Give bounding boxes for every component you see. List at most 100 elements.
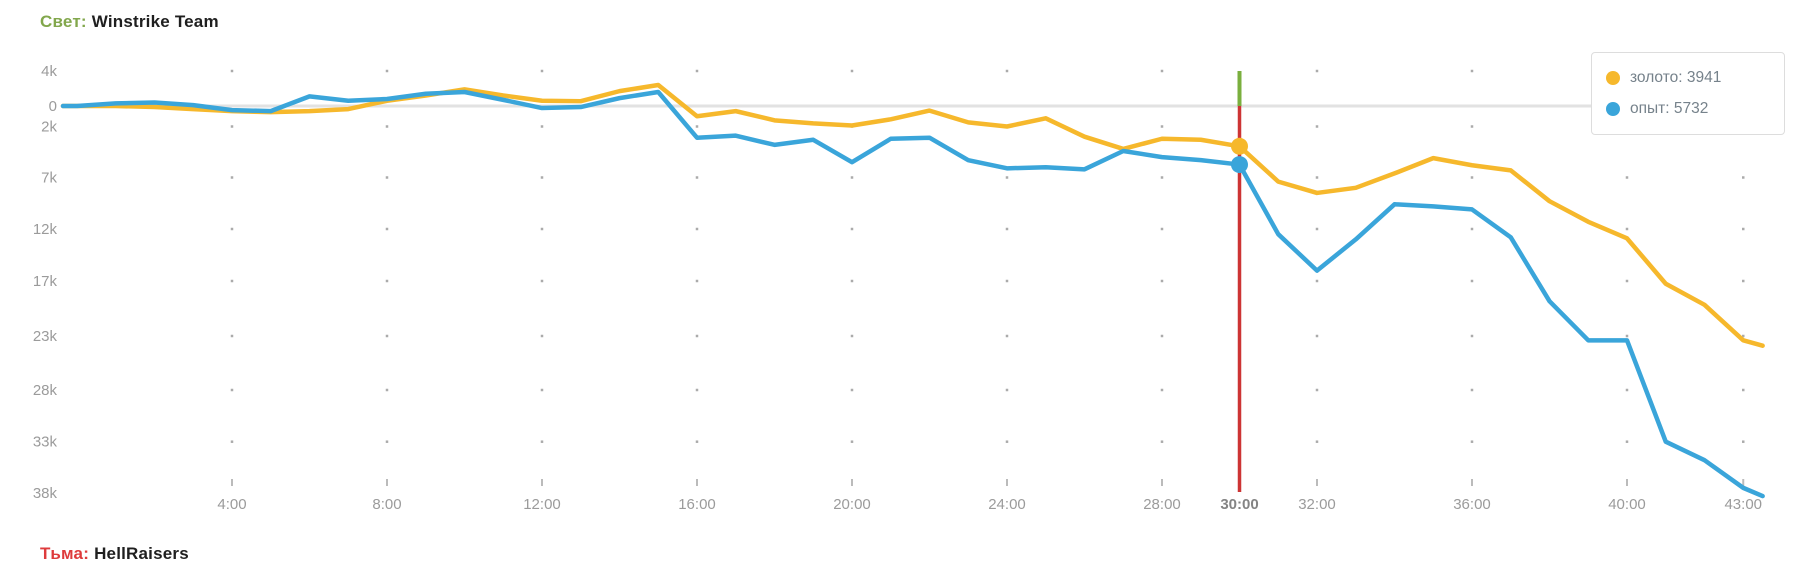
grid-dot bbox=[385, 388, 389, 392]
grid-dot bbox=[230, 279, 234, 283]
hover-tooltip: золото: 3941 опыт: 5732 bbox=[1591, 52, 1785, 135]
grid-dot bbox=[1742, 279, 1745, 283]
grid-dot bbox=[385, 334, 389, 338]
grid-dot bbox=[1625, 388, 1629, 392]
grid-dot bbox=[385, 176, 389, 179]
x-axis-label: 43:00 bbox=[1724, 496, 1762, 513]
grid-dot bbox=[850, 227, 854, 231]
x-axis-label: 16:00 bbox=[678, 496, 716, 513]
y-axis-label: 23k bbox=[33, 328, 58, 345]
tooltip-xp-row: опыт: 5732 bbox=[1606, 95, 1766, 122]
grid-dot bbox=[1742, 440, 1745, 443]
gold-series-dot-icon bbox=[1606, 70, 1620, 85]
gold-marker-dot bbox=[1231, 137, 1248, 155]
grid-dot bbox=[1625, 334, 1629, 338]
grid-dot bbox=[1470, 125, 1474, 128]
grid-dot bbox=[540, 440, 544, 443]
grid-dot bbox=[1625, 176, 1629, 179]
dire-title: Тьма: HellRaisers bbox=[40, 544, 189, 564]
x-axis-label: 4:00 bbox=[217, 496, 246, 513]
tooltip-xp-value: опыт: 5732 bbox=[1630, 99, 1709, 117]
grid-dot bbox=[540, 176, 544, 179]
grid-dot bbox=[1160, 388, 1164, 392]
grid-dot bbox=[1315, 334, 1319, 338]
grid-dot bbox=[230, 227, 234, 231]
radiant-side-label: Свет: bbox=[40, 12, 87, 31]
y-axis-label: 38k bbox=[33, 485, 58, 502]
grid-dot bbox=[1470, 176, 1474, 179]
grid-dot bbox=[1742, 334, 1745, 338]
grid-dot bbox=[1160, 279, 1164, 283]
y-axis-label: 28k bbox=[33, 382, 58, 399]
grid-dot bbox=[695, 279, 699, 283]
grid-dot bbox=[1160, 176, 1164, 179]
grid-dot bbox=[1315, 388, 1319, 392]
grid-dot bbox=[1742, 176, 1745, 179]
grid-dot bbox=[1005, 176, 1009, 179]
tooltip-gold-row: золото: 3941 bbox=[1606, 64, 1766, 91]
grid-dot bbox=[850, 334, 854, 338]
grid-dot bbox=[1470, 334, 1474, 338]
grid-dot bbox=[540, 69, 544, 73]
xp-marker-dot bbox=[1231, 156, 1248, 174]
grid-dot bbox=[1005, 334, 1009, 338]
grid-dot bbox=[385, 227, 389, 231]
grid-dot bbox=[385, 279, 389, 283]
grid-dot bbox=[850, 440, 854, 443]
grid-dot bbox=[540, 125, 544, 128]
grid-dot bbox=[1625, 279, 1629, 283]
x-axis-label: 36:00 bbox=[1453, 496, 1491, 513]
grid-dot bbox=[385, 125, 389, 128]
y-axis-label: 4k bbox=[41, 63, 57, 80]
grid-dot bbox=[1625, 440, 1629, 443]
x-axis-label: 32:00 bbox=[1298, 496, 1336, 513]
grid-dot bbox=[1005, 279, 1009, 283]
grid-dot bbox=[695, 125, 699, 128]
x-axis-label: 8:00 bbox=[372, 496, 401, 513]
grid-dot bbox=[540, 227, 544, 231]
y-axis-label: 33k bbox=[33, 434, 58, 451]
grid-dot bbox=[230, 388, 234, 392]
x-axis-label: 40:00 bbox=[1608, 496, 1646, 513]
x-axis-label: 24:00 bbox=[988, 496, 1026, 513]
grid-dot bbox=[1005, 388, 1009, 392]
grid-dot bbox=[695, 334, 699, 338]
grid-dot bbox=[695, 227, 699, 231]
grid-dot bbox=[540, 334, 544, 338]
grid-dot bbox=[385, 440, 389, 443]
grid-dot bbox=[1470, 440, 1474, 443]
y-axis-label: 2k bbox=[41, 119, 57, 136]
grid-dot bbox=[1160, 227, 1164, 231]
dire-team-name: HellRaisers bbox=[94, 544, 189, 563]
grid-dot bbox=[850, 279, 854, 283]
grid-dot bbox=[230, 334, 234, 338]
grid-dot bbox=[1742, 388, 1745, 392]
grid-dot bbox=[1160, 125, 1164, 128]
y-axis-label: 12k bbox=[33, 221, 58, 238]
grid-dot bbox=[230, 440, 234, 443]
grid-dot bbox=[1160, 69, 1164, 73]
x-axis-label: 12:00 bbox=[523, 496, 561, 513]
grid-dot bbox=[1005, 69, 1009, 73]
grid-dot bbox=[385, 69, 389, 73]
grid-dot bbox=[1315, 279, 1319, 283]
grid-dot bbox=[1470, 69, 1474, 73]
grid-dot bbox=[850, 176, 854, 179]
grid-dot bbox=[1315, 69, 1319, 73]
grid-dot bbox=[540, 388, 544, 392]
grid-dot bbox=[695, 176, 699, 179]
y-axis-label: 0 bbox=[49, 98, 57, 115]
x-axis-label: 20:00 bbox=[833, 496, 871, 513]
x-axis-label: 28:00 bbox=[1143, 496, 1181, 513]
grid-dot bbox=[1470, 388, 1474, 392]
grid-dot bbox=[695, 440, 699, 443]
gold-advantage-line bbox=[60, 82, 1765, 348]
y-axis-label: 17k bbox=[33, 273, 58, 290]
radiant-title: Свет: Winstrike Team bbox=[40, 12, 219, 32]
grid-dot bbox=[1160, 440, 1164, 443]
grid-dot bbox=[230, 69, 234, 73]
grid-dot bbox=[695, 388, 699, 392]
grid-dot bbox=[1470, 227, 1474, 231]
